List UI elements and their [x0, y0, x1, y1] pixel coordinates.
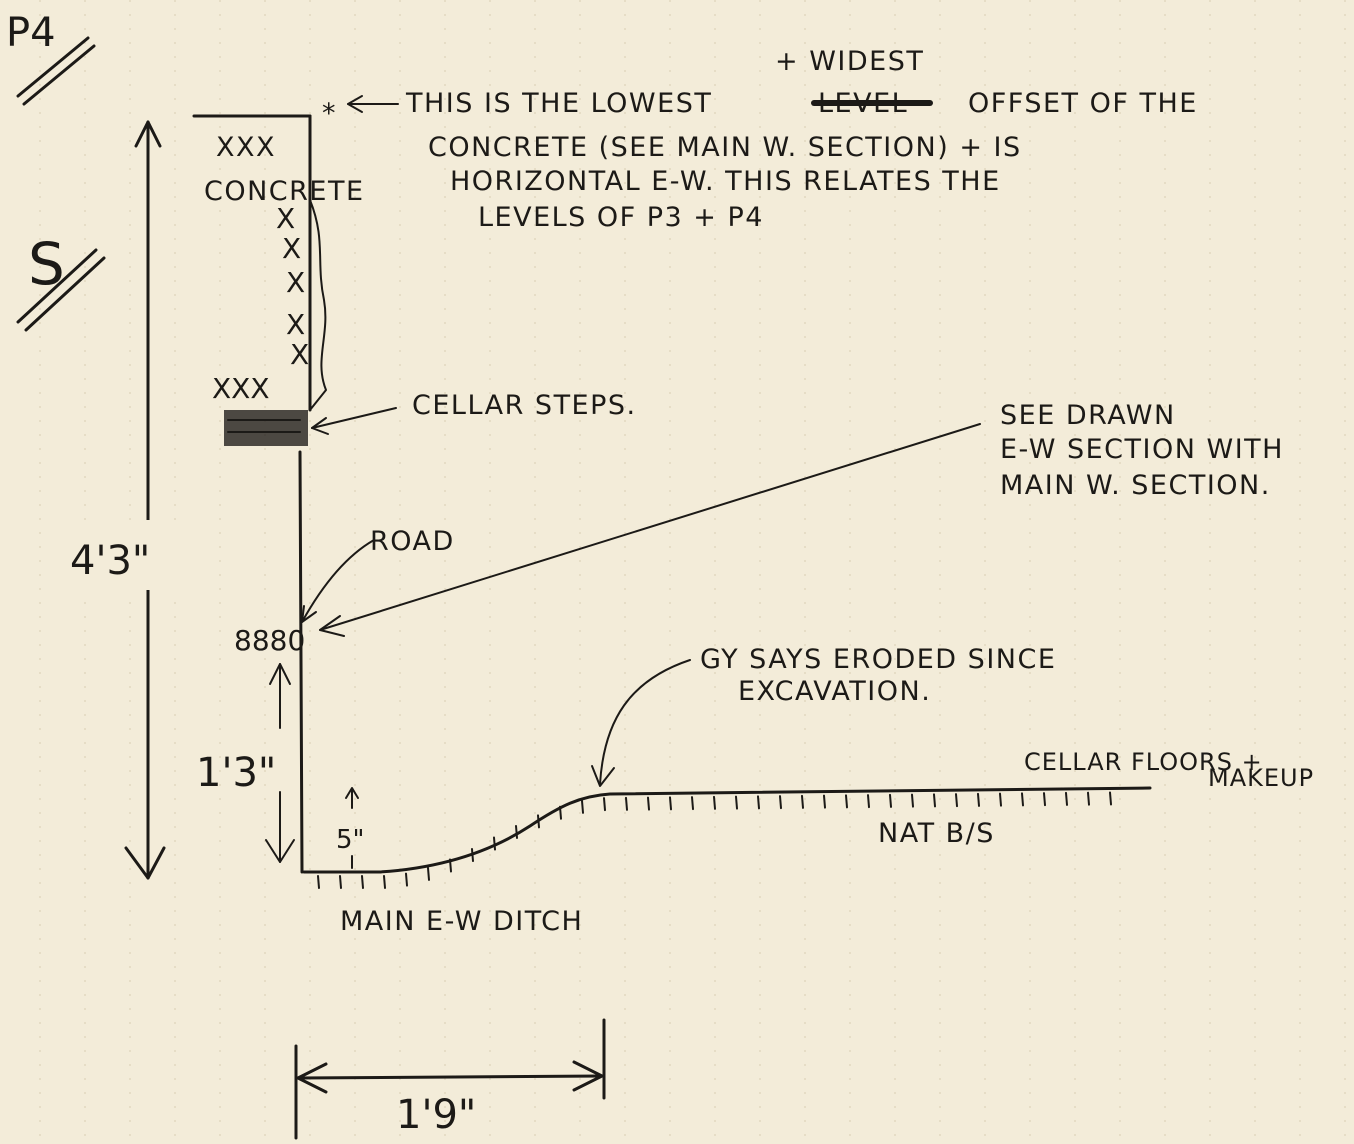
svg-text:X: X [282, 232, 301, 265]
subsoil-tick [956, 794, 957, 806]
subsoil-tick [868, 795, 869, 807]
subsoil-tick [340, 876, 341, 888]
subsoil-tick [1000, 794, 1001, 806]
asterisk-marker: * [322, 98, 337, 129]
page-label: P4 [6, 10, 56, 56]
road-label: ROAD [370, 526, 455, 557]
subsoil-tick [1022, 793, 1023, 805]
subsoil-tick [428, 868, 429, 880]
subsoil-tick [802, 796, 803, 808]
road-mark: 8880 [234, 624, 305, 657]
width-dim-line [298, 1076, 602, 1078]
subsoil-tick [604, 798, 605, 810]
subsoil-tick [1088, 793, 1089, 805]
subsoil-tick [670, 797, 671, 809]
subsoil-tick [1066, 793, 1067, 805]
subsoil-tick [912, 795, 913, 807]
subsoil-tick [692, 797, 693, 809]
cellar-steps-block [224, 410, 308, 446]
subsoil-tick [560, 807, 561, 819]
subsoil-tick [494, 838, 495, 850]
note-insert-widest: + WIDEST [775, 46, 924, 77]
subsoil-tick [736, 797, 737, 809]
section-face-lower [300, 452, 302, 872]
see-drawn-line-1: SEE DRAWN [1000, 400, 1176, 431]
ditch-label: MAIN E-W DITCH [340, 906, 583, 937]
subsoil-tick [758, 796, 759, 808]
total-height-label: 4'3" [70, 538, 150, 584]
dim-arrowhead-down [126, 848, 164, 878]
eroded-note-line-2: EXCAVATION. [738, 676, 931, 707]
subsoil-tick [890, 795, 891, 807]
eroded-note-line-1: GY SAYS ERODED SINCE [700, 644, 1056, 675]
subsoil-tick [846, 795, 847, 807]
direction-label: S [28, 230, 65, 298]
subsoil-tick [472, 849, 473, 861]
subsoil-tick [1044, 793, 1045, 805]
road-pointer [302, 540, 374, 622]
subsoil-tick [318, 876, 319, 888]
subsoil-tick [362, 876, 363, 888]
subsoil-tick [648, 798, 649, 810]
svg-text:X: X [286, 308, 305, 341]
subsoil-tick [538, 815, 539, 827]
subsoil-tick [582, 801, 583, 813]
subsoil-tick [450, 859, 451, 871]
note-line-3: HORIZONTAL E-W. THIS RELATES THE [450, 166, 1001, 197]
width-label: 1'9" [396, 1092, 476, 1138]
subsoil-tick [626, 798, 627, 810]
note-line-2: CONCRETE (SEE MAIN W. SECTION) + IS [428, 132, 1022, 163]
svg-text:X: X [290, 338, 309, 371]
note-line-1: THIS IS THE LOWEST [405, 88, 712, 119]
subsoil-tick [406, 874, 407, 886]
see-drawn-line-2: E-W SECTION WITH [1000, 434, 1284, 465]
ditch-depth-label: 1'3" [196, 750, 276, 796]
svg-text:X: X [276, 202, 295, 235]
eroded-pointer-head [592, 766, 614, 786]
subsoil-tick [824, 796, 825, 808]
eroded-pointer [600, 660, 690, 784]
subsoil-tick [516, 826, 517, 838]
subsoil-tick [384, 876, 385, 888]
subsoil-tick [780, 796, 781, 808]
note-line-1b: OFFSET OF THE [968, 88, 1198, 119]
subsoil-tick [934, 794, 935, 806]
subsoil-tick [1110, 792, 1111, 804]
svg-text:XXX: XXX [212, 372, 270, 405]
concrete-hatch: XXX [216, 132, 276, 163]
note-line-4: LEVELS OF P3 + P4 [478, 202, 764, 233]
see-drawn-line-3: MAIN W. SECTION. [1000, 470, 1271, 501]
subsoil-tick [978, 794, 979, 806]
nat-bs-label: NAT B/S [878, 818, 995, 849]
concrete-profile [310, 200, 326, 410]
cellar-floors-line-2: MAKEUP [1208, 764, 1314, 792]
svg-text:X: X [286, 266, 305, 299]
subsoil-tick [714, 797, 715, 809]
cellar-steps-label: CELLAR STEPS. [412, 390, 637, 421]
step-dim-label: 5" [336, 825, 365, 855]
